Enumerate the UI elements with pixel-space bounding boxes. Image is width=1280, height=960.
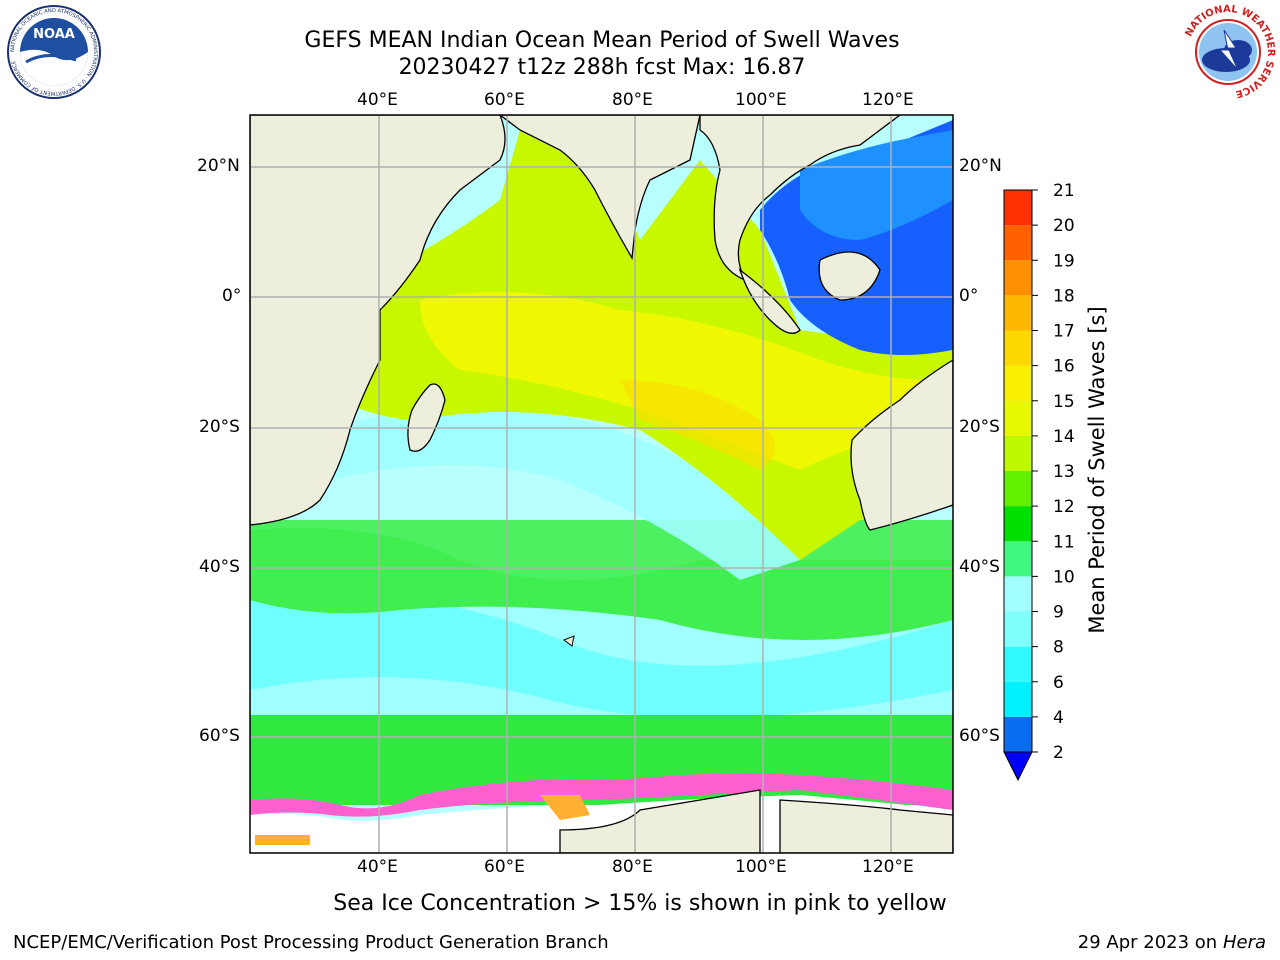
colorbar-tick-label: 10	[1053, 567, 1075, 587]
colorbar-tick-label: 19	[1053, 251, 1075, 271]
colorbar-tick-label: 17	[1053, 322, 1075, 342]
ice-yellow-patch-1	[540, 795, 590, 820]
plot-title: GEFS MEAN Indian Ocean Mean Period of Sw…	[304, 28, 900, 53]
antarctica-land	[559, 789, 761, 853]
colorbar-segment	[1004, 681, 1032, 717]
graticule	[250, 115, 953, 853]
lon-label-top-120e: 120°E	[862, 90, 914, 110]
colorbar-extend-arrow	[1003, 751, 1033, 782]
green-belt-mid	[250, 528, 953, 640]
footer-date-text: 29 Apr 2023 on	[1077, 932, 1223, 953]
lat-label-right-0: 0°	[959, 286, 979, 306]
lat-label-right-20s: 20°S	[959, 417, 1000, 437]
map-frame	[249, 114, 954, 854]
lat-label-left-40s: 40°S	[199, 557, 240, 577]
colorbar-segment	[1004, 260, 1032, 296]
lon-label-bottom-100e: 100°E	[735, 857, 787, 877]
footer-credit: NCEP/EMC/Verification Post Processing Pr…	[13, 932, 609, 953]
mid-swell-band	[250, 595, 953, 718]
map-area	[250, 115, 953, 853]
colorbar-segment	[1004, 435, 1032, 471]
sea-ice-edge	[250, 773, 953, 817]
kerguelen-land	[562, 635, 575, 647]
lat-label-right-20n: 20°N	[959, 156, 1002, 176]
colorbar-tick-label: 20	[1053, 216, 1075, 236]
lat-label-right-40s: 40°S	[959, 557, 1000, 577]
nws-logo: NATIONAL WEATHER SERVICE	[1182, 4, 1276, 99]
colorbar-tick-label: 6	[1053, 673, 1064, 693]
africa-arabia-land	[250, 115, 506, 526]
colorbar-segment	[1004, 400, 1032, 436]
colorbar-segment	[1004, 576, 1032, 612]
colorbar-segment	[1004, 190, 1032, 226]
colorbar-segment	[1004, 225, 1032, 261]
colorbar-segment	[1004, 646, 1032, 682]
noaa-logo: NOAA NATIONAL OCEANIC AND ATMOSPHERIC AD…	[7, 5, 101, 99]
colorbar-tick-label: 21	[1053, 181, 1075, 201]
lon-label-top-100e: 100°E	[735, 90, 787, 110]
colorbar-segment	[1004, 506, 1032, 542]
madagascar-land	[407, 383, 446, 452]
plot-subtitle: 20230427 t12z 288h fcst Max: 16.87	[398, 55, 806, 80]
colorbar-tick-label: 16	[1053, 357, 1075, 377]
lon-label-top-60e: 60°E	[484, 90, 525, 110]
colorbar-segment	[1004, 716, 1032, 752]
colorbar-tick-label: 12	[1053, 497, 1075, 517]
lat-label-left-20n: 20°N	[197, 156, 240, 176]
colorbar-segment	[1004, 295, 1032, 331]
lon-label-top-80e: 80°E	[612, 90, 653, 110]
india-land	[498, 115, 701, 261]
antarctic-ice	[250, 795, 953, 853]
footer-host: Hera	[1222, 932, 1266, 953]
colorbar-tick-label: 2	[1053, 743, 1064, 763]
ice-yellow-patch-2	[255, 835, 310, 845]
lat-label-left-0: 0°	[222, 286, 242, 306]
peak-swell-patch	[620, 380, 775, 470]
lat-label-right-60s: 60°S	[959, 726, 1000, 746]
se-asia-land	[699, 115, 902, 282]
colorbar-tick-label: 9	[1053, 603, 1064, 623]
sumatra-land	[738, 268, 801, 334]
colorbar-tick-label: 18	[1053, 286, 1075, 306]
lat-label-left-60s: 60°S	[199, 726, 240, 746]
colorbar-tick-label: 4	[1053, 708, 1064, 728]
cyan-patch-20s	[330, 407, 800, 580]
lat-label-left-20s: 20°S	[199, 417, 240, 437]
colorbar-tick-label: 8	[1053, 638, 1064, 658]
colorbar-tick-label: 15	[1053, 392, 1075, 412]
australia-land	[850, 359, 953, 531]
lon-label-bottom-60e: 60°E	[484, 857, 525, 877]
lon-label-bottom-80e: 80°E	[612, 857, 653, 877]
antarctica-land-east	[779, 799, 953, 853]
lon-label-bottom-120e: 120°E	[862, 857, 914, 877]
colorbar-segment	[1004, 611, 1032, 647]
borneo-land	[818, 251, 881, 301]
colorbar-segment	[1004, 365, 1032, 401]
yellow-core-north	[420, 292, 930, 470]
sea-ice-caption: Sea Ice Concentration > 15% is shown in …	[333, 891, 947, 916]
colorbar-tick-label: 11	[1053, 532, 1075, 552]
footer-date: 29 Apr 2023 on Hera	[1078, 932, 1266, 953]
colorbar-segment	[1004, 541, 1032, 577]
colorbar-segment	[1004, 330, 1032, 366]
lon-label-bottom-40e: 40°E	[357, 857, 398, 877]
colorbar-tick-label: 14	[1053, 427, 1075, 447]
lon-label-top-40e: 40°E	[357, 90, 398, 110]
colorbar: 2 4 6 8 9 10 11 12 13 14 15 16 17 18 19 20 21	[1003, 181, 1075, 782]
south-china-sea	[800, 130, 953, 240]
colorbar-segment	[1004, 471, 1032, 507]
colorbar-label: Mean Period of Swell Waves [s]	[1085, 306, 1109, 634]
noaa-wordmark: NOAA	[33, 27, 75, 42]
colorbar-tick-label: 13	[1053, 462, 1075, 482]
